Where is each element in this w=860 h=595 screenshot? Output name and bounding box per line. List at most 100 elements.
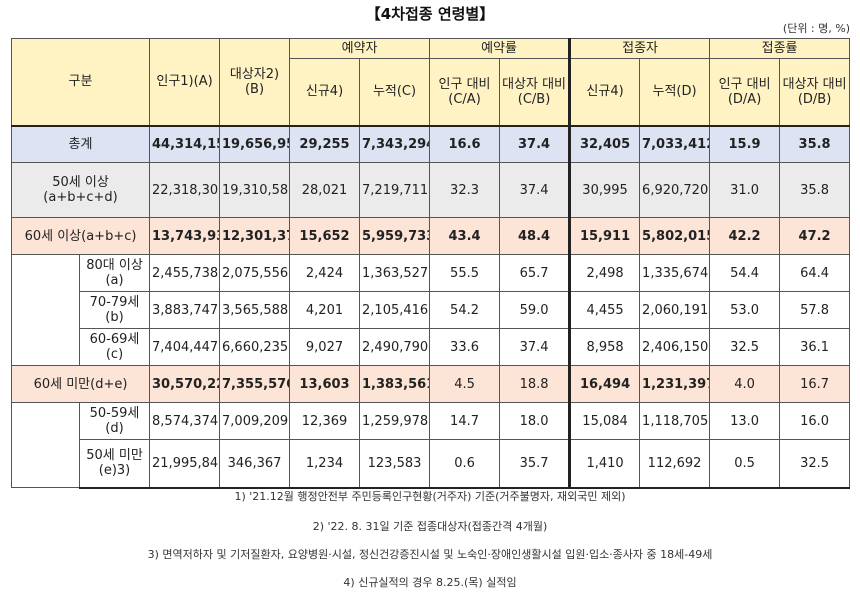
row-label: 60세 미만(d+e) xyxy=(10,365,151,403)
cell-vac-new: 32,405 xyxy=(568,124,641,163)
cell-res-rate-pop: 33.6 xyxy=(429,328,501,366)
cell-population: 22,318,306 xyxy=(149,162,221,218)
cell-res-rate-target: 37.4 xyxy=(499,328,571,366)
row-label: 80대 이상 (a) xyxy=(78,254,151,292)
row-label: 50세 미만 (e)3) xyxy=(78,439,151,489)
cell-res-cum: 5,959,733 xyxy=(359,217,431,255)
cell-res-rate-target: 59.0 xyxy=(499,291,571,329)
header-res-rate-target: 대상자 대비 (C/B) xyxy=(499,58,571,126)
cell-target: 7,009,209 xyxy=(219,402,291,440)
cell-vac-cum: 6,920,720 xyxy=(639,162,711,218)
cell-vac-rate-pop: 31.0 xyxy=(709,162,781,218)
cell-res-rate-pop: 16.6 xyxy=(429,124,501,163)
cell-vac-cum: 1,231,397 xyxy=(639,365,711,403)
cell-vac-rate-pop: 54.4 xyxy=(709,254,781,292)
cell-vac-new: 30,995 xyxy=(568,162,641,218)
cell-res-rate-pop: 14.7 xyxy=(429,402,501,440)
cell-vac-rate-target: 32.5 xyxy=(779,439,851,489)
cell-res-new: 15,652 xyxy=(289,217,361,255)
cell-res-new: 13,603 xyxy=(289,365,361,403)
cell-target: 19,656,955 xyxy=(219,124,291,163)
row-label: 70-79세 (b) xyxy=(78,291,151,329)
header-target: 대상자2) (B) xyxy=(219,38,291,126)
header-vac-new: 신규4) xyxy=(568,58,641,126)
cell-res-new: 9,027 xyxy=(289,328,361,366)
cell-vac-new: 8,958 xyxy=(568,328,641,366)
row-label: 50-59세 (d) xyxy=(78,402,151,440)
cell-population: 13,743,932 xyxy=(149,217,221,255)
cell-res-rate-pop: 32.3 xyxy=(429,162,501,218)
cell-target: 19,310,588 xyxy=(219,162,291,218)
header-reservation-group: 예약자 xyxy=(289,38,431,59)
cell-vac-rate-target: 35.8 xyxy=(779,162,851,218)
cell-vac-cum: 2,406,150 xyxy=(639,328,711,366)
cell-res-cum: 1,259,978 xyxy=(359,402,431,440)
vaccination-by-age-table: 구분 인구1)(A) 대상자2) (B) 예약자 예약률 접종자 접종률 신규4)… xyxy=(10,38,851,489)
cell-vac-rate-pop: 0.5 xyxy=(709,439,781,489)
header-vaccinated-group: 접종자 xyxy=(568,38,711,59)
cell-res-rate-pop: 4.5 xyxy=(429,365,501,403)
cell-res-rate-pop: 54.2 xyxy=(429,291,501,329)
cell-res-cum: 2,105,416 xyxy=(359,291,431,329)
cell-target: 12,301,379 xyxy=(219,217,291,255)
header-vaccination-rate-group: 접종률 xyxy=(709,38,851,59)
cell-res-new: 4,201 xyxy=(289,291,361,329)
cell-vac-cum: 1,335,674 xyxy=(639,254,711,292)
row-label: 60-69세 (c) xyxy=(78,328,151,366)
cell-res-new: 29,255 xyxy=(289,124,361,163)
cell-population: 8,574,374 xyxy=(149,402,221,440)
cell-res-rate-target: 35.7 xyxy=(499,439,571,489)
indent-spacer xyxy=(11,402,80,488)
cell-vac-new: 4,455 xyxy=(568,291,641,329)
cell-res-rate-target: 18.0 xyxy=(499,402,571,440)
cell-res-cum: 123,583 xyxy=(359,439,431,489)
cell-vac-rate-pop: 13.0 xyxy=(709,402,781,440)
header-target-line1: 대상자2) xyxy=(229,66,280,82)
cell-res-new: 12,369 xyxy=(289,402,361,440)
cell-vac-rate-target: 36.1 xyxy=(779,328,851,366)
cell-res-rate-pop: 55.5 xyxy=(429,254,501,292)
cell-population: 44,314,154 xyxy=(149,124,221,163)
cell-vac-new: 1,410 xyxy=(568,439,641,489)
table-row: 80대 이상 (a) 2,455,738 2,075,556 2,424 1,3… xyxy=(11,254,851,366)
cell-vac-rate-target: 16.7 xyxy=(779,365,851,403)
cell-vac-rate-target: 16.0 xyxy=(779,402,851,440)
cell-vac-cum: 2,060,191 xyxy=(639,291,711,329)
unit-label: (단위 : 명, %) xyxy=(782,22,850,35)
cell-vac-cum: 1,118,705 xyxy=(639,402,711,440)
row-label: 총계 xyxy=(10,124,151,163)
row-label: 60세 이상(a+b+c) xyxy=(10,217,151,255)
cell-res-new: 1,234 xyxy=(289,439,361,489)
cell-res-cum: 1,363,527 xyxy=(359,254,431,292)
cell-target: 346,367 xyxy=(219,439,291,489)
cell-vac-cum: 112,692 xyxy=(639,439,711,489)
header-res-new: 신규4) xyxy=(289,58,361,126)
footnote-2: 2) '22. 8. 31일 기준 접종대상자(접종간격 4개월) xyxy=(312,520,548,533)
cell-res-new: 2,424 xyxy=(289,254,361,292)
table-row: 총계 44,314,154 19,656,955 29,255 7,343,29… xyxy=(10,124,851,163)
header-vac-cum: 누적(D) xyxy=(639,58,711,126)
table-row: 60세 미만(d+e) 30,570,222 7,355,576 13,603 … xyxy=(10,365,851,403)
indent-spacer xyxy=(11,254,80,366)
cell-res-rate-target: 65.7 xyxy=(499,254,571,292)
table-row: 60-69세 (c) 7,404,447 6,660,235 9,027 2,4… xyxy=(12,328,851,366)
cell-population: 7,404,447 xyxy=(149,328,221,366)
table-row: 50-59세 (d) 8,574,374 7,009,209 12,369 1,… xyxy=(11,402,851,488)
cell-res-cum: 2,490,790 xyxy=(359,328,431,366)
cell-res-rate-pop: 0.6 xyxy=(429,439,501,489)
cell-res-new: 28,021 xyxy=(289,162,361,218)
cell-vac-rate-target: 35.8 xyxy=(779,124,851,163)
cell-target: 7,355,576 xyxy=(219,365,291,403)
cell-target: 6,660,235 xyxy=(219,328,291,366)
cell-vac-new: 16,494 xyxy=(568,365,641,403)
table-row: 70-79세 (b) 3,883,747 3,565,588 4,201 2,1… xyxy=(12,291,851,329)
cell-vac-rate-pop: 42.2 xyxy=(709,217,781,255)
cell-res-rate-target: 37.4 xyxy=(499,124,571,163)
footnote-3: 3) 면역저하자 및 기저질환자, 요양병원·시설, 정신건강증진시설 및 노숙… xyxy=(147,548,713,561)
header-population: 인구1)(A) xyxy=(149,38,221,126)
table-row: 60세 이상(a+b+c) 13,743,932 12,301,379 15,6… xyxy=(10,217,851,255)
table-title: 【4차접종 연령별】 xyxy=(365,5,495,23)
cell-vac-rate-target: 57.8 xyxy=(779,291,851,329)
header-vac-rate-pop: 인구 대비 (D/A) xyxy=(709,58,781,126)
cell-vac-rate-pop: 32.5 xyxy=(709,328,781,366)
